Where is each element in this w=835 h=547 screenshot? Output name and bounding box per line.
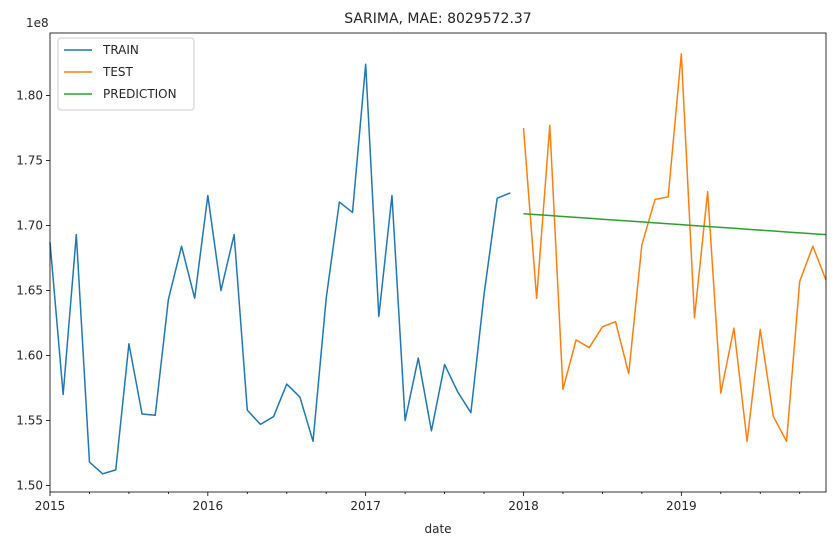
y-tick-label: 1.65 [16, 283, 43, 297]
series-line-prediction [523, 212, 827, 236]
plot-area [49, 53, 827, 475]
y-tick-label: 1.80 [16, 88, 43, 102]
chart-title: SARIMA, MAE: 8029572.37 [344, 11, 531, 27]
x-axis-label: date [424, 522, 451, 536]
y-tick-label: 1.75 [16, 153, 43, 167]
legend-label-train: TRAIN [102, 43, 139, 57]
series-line-test [522, 53, 827, 443]
x-tick-label: 2017 [350, 499, 381, 513]
y-tick-label: 1.55 [16, 413, 43, 427]
legend-label-test: TEST [102, 65, 134, 79]
y-tick-label: 1.70 [16, 218, 43, 232]
plot-frame [49, 32, 827, 493]
legend-box [57, 37, 195, 111]
y-tick-label: 1.50 [16, 478, 43, 492]
legend: TRAIN TEST PREDICTION [57, 37, 195, 111]
x-tick-label: 2016 [193, 499, 224, 513]
legend-label-prediction: PREDICTION [103, 87, 177, 101]
axis-ticks: 1.50 1.55 1.60 1.65 1.70 1.75 1.80 2015 2016 2017… [16, 88, 801, 513]
x-tick-label: 2015 [35, 499, 66, 513]
x-tick-label: 2018 [508, 499, 539, 513]
x-tick-label: 2019 [666, 499, 697, 513]
y-offset-label: 1e8 [26, 16, 49, 30]
series-line-train [49, 63, 511, 475]
y-tick-label: 1.60 [16, 348, 43, 362]
